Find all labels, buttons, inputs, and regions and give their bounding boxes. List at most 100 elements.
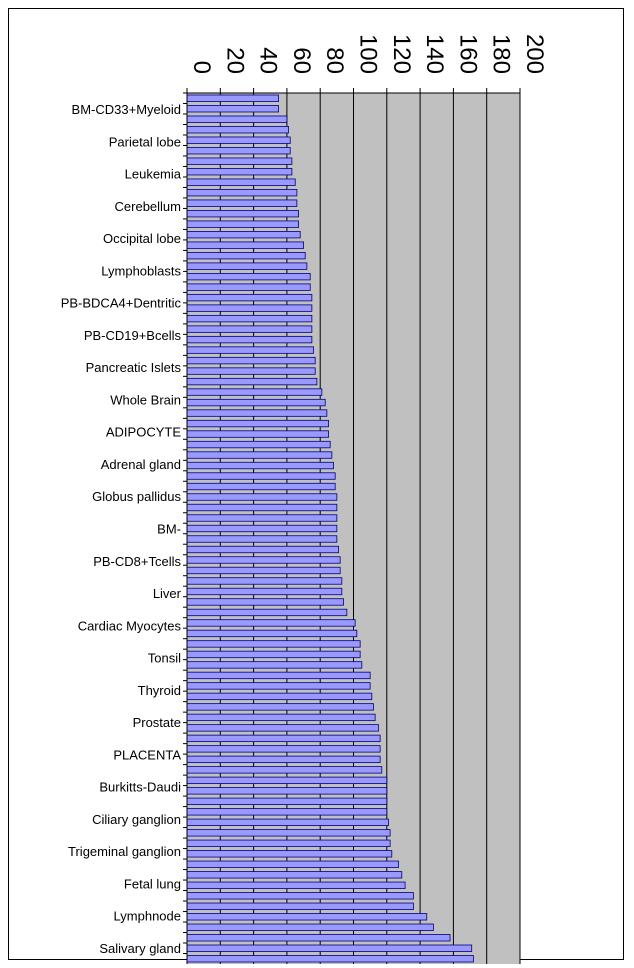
category-label: Parietal lobe (109, 134, 181, 149)
bar (186, 745, 381, 753)
bar (186, 629, 358, 638)
bar (186, 566, 341, 575)
bar (186, 524, 338, 533)
bar (186, 346, 314, 354)
tick-labels: 0 20 40 60 80 100 120 140 160 180 200 (188, 34, 548, 74)
bar (186, 934, 451, 942)
bar (186, 293, 313, 302)
bar (186, 430, 329, 438)
category-label: Trigeminal ganglion (68, 844, 181, 859)
bar (186, 944, 473, 952)
bar (186, 892, 414, 900)
category-label: PB-CD19+Bcells (84, 328, 182, 343)
category-label: Tonsil (148, 651, 181, 666)
category-label: Pancreatic Islets (86, 360, 182, 375)
bar (186, 451, 333, 459)
category-label: ADIPOCYTE (106, 425, 181, 440)
bar (186, 503, 338, 512)
bar (186, 440, 331, 449)
bar (186, 335, 313, 344)
category-label: PB-BDCA4+Dentritic (61, 296, 182, 311)
category-label: BM- (157, 522, 181, 537)
bar (186, 881, 406, 889)
bar (186, 587, 343, 596)
bar (186, 482, 336, 491)
category-label: Leukemia (125, 167, 182, 182)
bar (186, 409, 328, 417)
bar (186, 913, 428, 921)
bar (186, 955, 474, 963)
bar (186, 220, 299, 228)
bar (186, 776, 388, 785)
bar (186, 115, 288, 123)
bar (186, 168, 293, 176)
bar (186, 871, 403, 879)
category-label: Salivary gland (99, 941, 181, 956)
x-tick-label: 200 (521, 34, 548, 74)
x-tick-label: 100 (355, 34, 382, 74)
bar (186, 829, 391, 837)
bar (186, 241, 304, 249)
bar (186, 692, 373, 701)
bar (186, 231, 301, 239)
bar (186, 105, 279, 113)
bar (186, 283, 311, 291)
bar (186, 808, 388, 816)
bar (186, 199, 298, 207)
bar (186, 902, 414, 910)
x-tick-label: 120 (388, 34, 415, 74)
category-label: Adrenal gland (101, 457, 181, 472)
category-label: Whole Brain (110, 392, 181, 407)
category-label: PB-CD8+Tcells (93, 554, 181, 569)
bar (186, 388, 323, 396)
bar (186, 472, 336, 480)
bar (186, 252, 306, 260)
bar (186, 94, 279, 102)
bar (186, 325, 313, 333)
category-label: Lymphnode (114, 909, 181, 924)
x-tick-label: 180 (488, 34, 515, 74)
bar (186, 650, 361, 659)
bar (186, 923, 434, 931)
bar (186, 818, 389, 826)
category-label: Cardiac Myocytes (78, 618, 182, 633)
x-tick-label: 80 (321, 47, 348, 74)
category-label: Globus pallidus (92, 489, 181, 504)
category-label: Prostate (133, 715, 181, 730)
bar (186, 398, 326, 407)
bar (186, 640, 361, 648)
category-label: Fetal lung (124, 876, 181, 891)
category-label: Ciliary ganglion (92, 812, 181, 827)
bar (186, 661, 363, 669)
bar (186, 157, 293, 165)
x-tick-label: 140 (421, 34, 448, 74)
category-label: PLACENTA (113, 747, 181, 762)
bar (186, 766, 383, 774)
bar (186, 839, 391, 847)
bar (186, 147, 291, 155)
bar (186, 210, 299, 218)
bar (186, 314, 313, 323)
bar (186, 797, 388, 805)
bar (186, 724, 379, 732)
bar (186, 671, 371, 680)
bar (186, 262, 308, 270)
bar (186, 514, 338, 522)
bar (186, 189, 298, 197)
bar (186, 608, 348, 617)
category-label: BM-CD33+Myeloid (72, 102, 181, 117)
bar (186, 619, 356, 627)
bar (186, 493, 338, 501)
bar (186, 703, 374, 711)
bar (186, 734, 381, 743)
bar (186, 545, 339, 554)
bar (186, 860, 399, 868)
bar (186, 178, 296, 186)
bar (186, 377, 318, 386)
x-tick-label: 40 (255, 47, 282, 74)
x-tick-label: 0 (188, 61, 215, 74)
bar (186, 461, 334, 470)
x-tick-label: 160 (454, 34, 481, 74)
bar (186, 535, 338, 543)
